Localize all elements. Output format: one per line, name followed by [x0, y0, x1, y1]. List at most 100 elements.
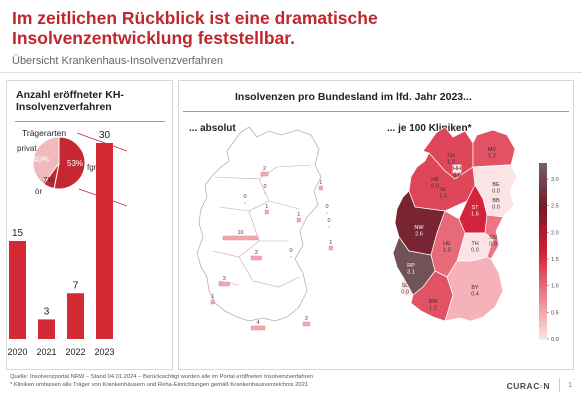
- scale-segment-1: [539, 330, 547, 336]
- scale-segment-0: [539, 334, 547, 340]
- right-title-divider: [183, 111, 569, 112]
- curacon-logo: CURAC◦N: [506, 381, 550, 391]
- page-number: 1: [568, 382, 572, 389]
- right-panel-title: Insolvenzen pro Bundesland im lfd. Jahr …: [235, 91, 472, 103]
- region-value-HE: 1.0: [443, 248, 451, 254]
- region-value-ST: 1.6: [471, 212, 479, 218]
- abs-bar-SH: [260, 171, 269, 177]
- bar-category-2022: 2022: [65, 347, 85, 357]
- scale-segment-18: [539, 255, 547, 261]
- scale-segment-32: [539, 193, 547, 199]
- left-panel-title: Anzahl eröffneter KH-Insolvenzverfahren: [16, 89, 124, 113]
- abs-value-BE: 0: [325, 204, 328, 210]
- pie-value-or: 7%: [43, 176, 55, 185]
- abs-value-BY: 2: [305, 316, 308, 322]
- scale-segment-24: [539, 229, 547, 234]
- scale-segment-28: [539, 211, 547, 217]
- region-code-HE: HE: [443, 241, 451, 247]
- relative-heading: ... je 100 Kliniken*: [387, 123, 472, 134]
- scale-segment-39: [539, 163, 547, 168]
- bar-2023: [96, 143, 113, 339]
- left-title-divider: [15, 121, 165, 122]
- scale-segment-37: [539, 171, 547, 177]
- relative-map: SH1.3MV1.2HB0.0HH0.0NI1.3BE0.0BB0.0ST1.6…: [392, 126, 518, 322]
- region-code-HB: HB: [431, 177, 439, 183]
- pie-slice-privat: [32, 136, 60, 185]
- region-value-BY: 0.4: [471, 292, 479, 298]
- state-border-3: [276, 164, 312, 168]
- state-border-7: [238, 256, 300, 288]
- scale-segment-9: [539, 295, 547, 300]
- region-value-BW: 1.2: [429, 306, 437, 312]
- scale-segment-11: [539, 286, 547, 292]
- abs-value-HH: 0: [263, 184, 266, 190]
- scale-segment-30: [539, 202, 547, 208]
- region-code-SH: SH: [447, 153, 455, 159]
- region-HH: [452, 164, 462, 174]
- region-value-BB: 0.0: [492, 205, 500, 211]
- bar-2022: [67, 293, 84, 339]
- abs-value-SL: 1: [211, 294, 214, 300]
- scale-segment-34: [539, 185, 547, 190]
- absolute-heading: ... absolut: [189, 123, 236, 134]
- page-separator: [559, 378, 560, 392]
- abs-bar-BW: [250, 325, 266, 331]
- scale-segment-3: [539, 321, 547, 327]
- scale-label-1.5: 1.5: [551, 257, 559, 263]
- scale-segment-29: [539, 207, 547, 212]
- region-value-TH: 0.0: [471, 248, 479, 254]
- scale-segment-25: [539, 224, 547, 230]
- source-note: Quelle: Insolvenzportal NRW – Stand 04.0…: [10, 374, 314, 380]
- scale-label-1: 1.0: [551, 284, 559, 290]
- scale-segment-4: [539, 317, 547, 322]
- page-title: Im zeitlichen Rückblick ist eine dramati…: [12, 8, 378, 48]
- abs-bar-HE: [250, 255, 262, 261]
- region-code-BY: BY: [471, 285, 479, 291]
- region-code-NI: NI: [440, 187, 446, 193]
- abs-value-SN: 1: [329, 240, 332, 246]
- abs-value-BW: 4: [256, 320, 259, 326]
- scale-segment-15: [539, 268, 547, 274]
- abs-value-RP: 3: [223, 276, 226, 282]
- bar-2021: [38, 319, 55, 339]
- scale-segment-27: [539, 215, 547, 221]
- abs-bar-RP: [218, 281, 230, 287]
- abs-bar-SL: [210, 299, 215, 305]
- scale-segment-5: [539, 312, 547, 318]
- pie-legend-fgm: fgm: [87, 163, 101, 172]
- region-code-RP: RP: [407, 263, 415, 269]
- abs-value-HE: 3: [255, 250, 258, 256]
- scale-segment-10: [539, 290, 547, 296]
- pie-legend-privat: privat: [17, 144, 37, 153]
- scale-segment-35: [539, 180, 547, 186]
- scale-label-3: 3.0: [551, 177, 559, 183]
- footer-notes: Quelle: Insolvenzportal NRW – Stand 04.0…: [10, 373, 313, 389]
- state-border-2: [218, 178, 270, 212]
- scale-segment-26: [539, 220, 547, 226]
- abs-value-MV: 1: [319, 180, 322, 186]
- bar-2020: [9, 241, 26, 339]
- abs-value-NW: 10: [237, 230, 243, 236]
- germany-outline-absolute: [196, 126, 322, 322]
- region-BY: [444, 256, 504, 322]
- ownership-pie-chart: [32, 132, 128, 207]
- scale-segment-22: [539, 237, 547, 243]
- bar-value-2021: 3: [44, 306, 50, 317]
- abs-value-TH: 0: [289, 248, 292, 254]
- scale-segment-12: [539, 281, 547, 287]
- pie-slice-fgm: [53, 136, 86, 190]
- header-divider: [0, 72, 582, 73]
- yearly-bar-chart: 15 2020 3 2021 7 2022 30 2023: [7, 130, 114, 357]
- scale-segment-14: [539, 273, 547, 278]
- page-subtitle: Übersicht Krankenhaus-Insolvenzverfahren: [12, 55, 223, 67]
- region-value-NI: 1.3: [439, 194, 447, 200]
- region-value-SH: 1.3: [447, 160, 455, 166]
- region-SL: [400, 275, 414, 298]
- region-value-HB: 0.0: [431, 184, 439, 190]
- region-code-SN: SN: [489, 235, 497, 241]
- scale-segment-21: [539, 242, 547, 248]
- scale-segment-36: [539, 176, 547, 182]
- region-code-BW: BW: [429, 299, 439, 305]
- abs-value-BB: 0: [327, 218, 330, 224]
